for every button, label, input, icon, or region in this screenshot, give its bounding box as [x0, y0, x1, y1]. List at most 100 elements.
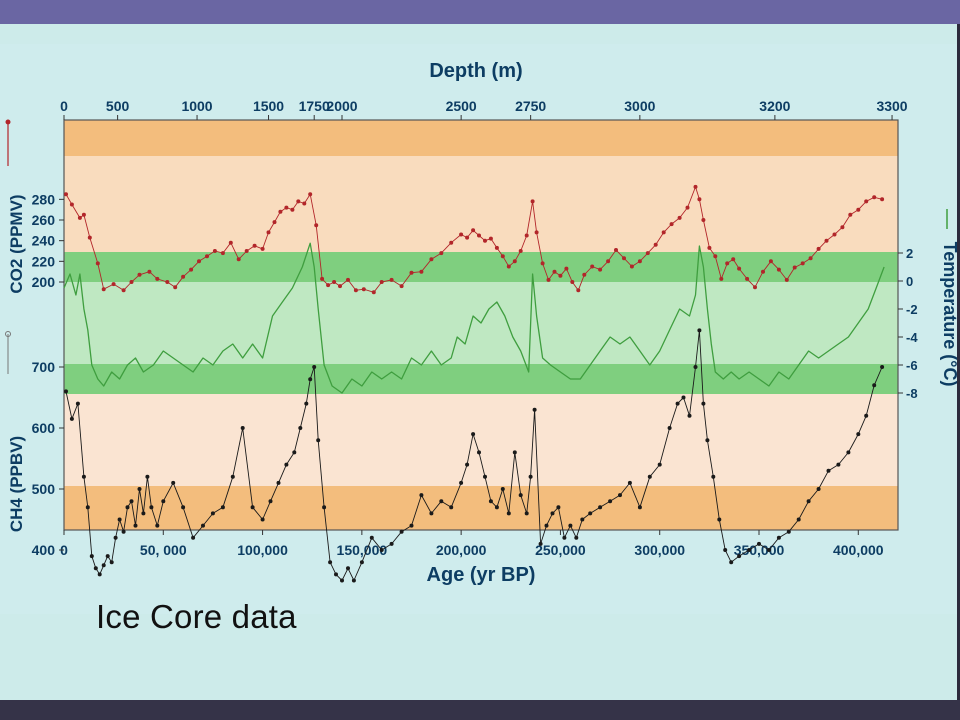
co2-point [326, 283, 331, 288]
ch4-point [133, 523, 138, 528]
co2-point [506, 264, 511, 269]
ch4-point [113, 535, 118, 540]
x-tick-label: 100,000 [237, 542, 288, 558]
co2-tick-label: 280 [32, 191, 56, 207]
co2-point [653, 242, 658, 247]
ch4-point [125, 505, 130, 510]
depth-axis-title: Depth (m) [429, 60, 522, 82]
ch4-band-inner [64, 394, 898, 486]
co2-point [284, 205, 289, 210]
co2-point [564, 266, 569, 271]
co2-point [189, 267, 194, 272]
co2-point [540, 261, 545, 266]
ch4-point [399, 529, 404, 534]
co2-point [808, 256, 813, 261]
ch4-axis-title: CH4 (PPBV) [7, 436, 26, 532]
ch4-point [312, 365, 317, 369]
co2-point [419, 269, 424, 274]
co2-point [137, 272, 142, 277]
co2-point [753, 285, 757, 290]
co2-point [101, 287, 106, 292]
ch4-point [121, 529, 126, 534]
depth-tick-label: 2750 [515, 98, 546, 114]
ch4-point [483, 474, 487, 479]
temperature-tick-label: -2 [906, 302, 918, 317]
ch4-point [359, 560, 364, 565]
ch4-point [747, 548, 752, 552]
co2-point [332, 280, 337, 284]
ch4-point [524, 511, 529, 516]
ch4-point [220, 505, 225, 510]
ch4-point [379, 548, 384, 552]
ch4-point [588, 511, 593, 516]
co2-point [308, 192, 313, 197]
co2-point [212, 249, 217, 253]
ch4-point [729, 560, 734, 565]
co2-axis-title: CO2 (PPMV) [7, 194, 26, 293]
co2-point [244, 249, 249, 253]
ch4-point [856, 432, 861, 437]
co2-point [95, 261, 100, 266]
ch4-point [518, 493, 523, 498]
co2-point [558, 273, 563, 278]
ch4-point [580, 517, 585, 522]
ch4-point [494, 505, 499, 510]
ch4-point [826, 468, 831, 473]
co2-point [500, 254, 505, 259]
ice-core-chart-figure: 0 50, 000 100,000 150,000 200,000 250,000 300,… [0, 44, 960, 614]
co2-legend-dot [5, 119, 11, 125]
temperature-tick-label: -6 [906, 358, 918, 373]
ch4-point [796, 517, 801, 522]
co2-point [220, 251, 225, 256]
ch4-band-outer [64, 486, 898, 530]
ch4-point [322, 505, 327, 510]
depth-tick-label: 1750 [299, 98, 330, 114]
ch4-point [97, 572, 102, 577]
co2-point [552, 269, 557, 274]
ch4-point [230, 474, 235, 479]
co2-point [824, 238, 829, 243]
co2-point [87, 235, 92, 240]
ch4-point [240, 426, 245, 430]
x-tick-label: 250,000 [535, 542, 586, 558]
ice-core-chart: 0 50, 000 100,000 150,000 200,000 250,000 300,… [5, 60, 960, 586]
temperature-axis-title: Temperature (°C) [940, 242, 960, 387]
x-tick-label: 300,000 [634, 542, 685, 558]
co2-point [713, 254, 718, 259]
co2-point [737, 266, 742, 271]
ch4-point [675, 401, 680, 406]
ch4-point [69, 416, 74, 421]
ch4-point [346, 566, 350, 571]
ch4-point [687, 413, 692, 418]
co2-point [165, 280, 170, 284]
depth-tick-label: 2000 [326, 98, 357, 114]
ch4-point [697, 328, 702, 333]
ch4-point [880, 365, 885, 369]
temperature-tick-label: -8 [906, 386, 918, 401]
slide-top-band [0, 0, 960, 24]
co2-point [439, 251, 444, 256]
ch4-point [409, 523, 414, 528]
x-tick-label: 200,000 [436, 542, 487, 558]
ch4-point [81, 474, 86, 479]
co2-point [409, 270, 414, 275]
ch4-point [488, 499, 493, 504]
co2-point [776, 267, 781, 272]
ch4-point [304, 401, 309, 406]
ch4-point [75, 401, 80, 406]
co2-point [534, 230, 539, 235]
co2-tick-label: 260 [32, 212, 56, 228]
ch4-point [429, 511, 434, 516]
ch4-point [64, 389, 68, 394]
ch4-point [667, 426, 672, 430]
ch4-point [276, 480, 281, 485]
co2-point [707, 245, 712, 250]
co2-point [81, 212, 86, 217]
co2-point [346, 277, 350, 282]
co2-point [518, 249, 523, 253]
ch4-point [477, 450, 481, 455]
co2-point [872, 195, 877, 200]
co2-point [379, 280, 384, 284]
co2-point [64, 192, 68, 197]
co2-point [69, 202, 74, 207]
